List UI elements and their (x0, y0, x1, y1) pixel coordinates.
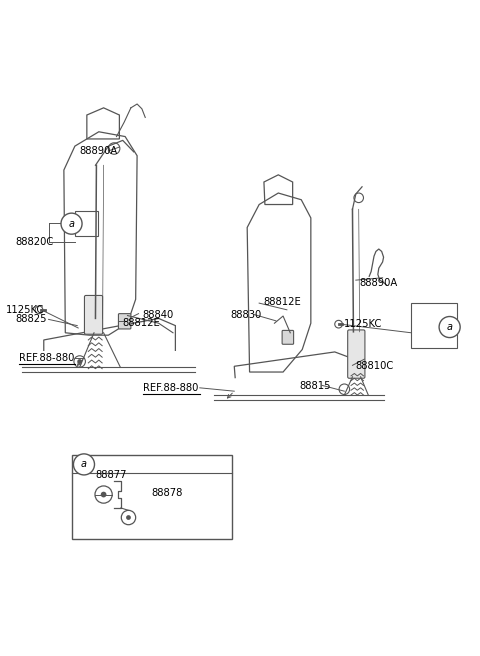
FancyBboxPatch shape (348, 330, 365, 379)
FancyBboxPatch shape (119, 314, 131, 329)
FancyBboxPatch shape (84, 295, 103, 334)
Text: REF.88-880: REF.88-880 (144, 383, 199, 393)
Text: 88812E: 88812E (263, 297, 301, 306)
Circle shape (101, 492, 107, 497)
Text: 88812E: 88812E (123, 318, 160, 328)
Text: 88877: 88877 (96, 470, 127, 480)
Text: 88830: 88830 (230, 310, 262, 319)
Text: a: a (69, 218, 74, 229)
Text: 1125KC: 1125KC (5, 305, 44, 315)
Bar (75, 211, 98, 236)
Text: 88890A: 88890A (360, 277, 398, 287)
Circle shape (439, 316, 460, 338)
Circle shape (73, 454, 95, 475)
Text: 88815: 88815 (300, 381, 331, 392)
Text: a: a (446, 322, 453, 332)
Text: 88820C: 88820C (15, 237, 53, 247)
FancyBboxPatch shape (282, 331, 294, 344)
Circle shape (61, 213, 82, 234)
Text: 1125KC: 1125KC (344, 319, 383, 329)
Text: 88840: 88840 (142, 310, 173, 319)
Circle shape (126, 515, 131, 520)
Text: REF.88-880: REF.88-880 (19, 353, 74, 363)
Bar (72, 455, 232, 539)
Text: a: a (81, 459, 87, 470)
Circle shape (77, 359, 82, 364)
Text: 88825: 88825 (15, 314, 47, 324)
Text: 88878: 88878 (152, 488, 183, 498)
Text: 88810C: 88810C (356, 361, 394, 371)
Bar (411, 302, 457, 348)
Text: 88890A: 88890A (80, 146, 118, 156)
